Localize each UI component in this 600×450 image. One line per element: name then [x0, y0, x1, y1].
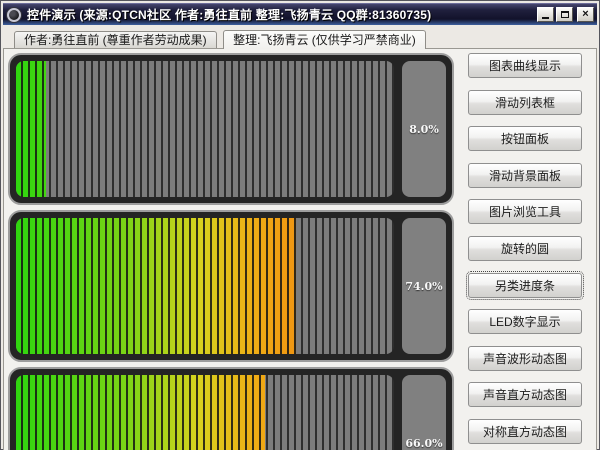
button-led-digits[interactable]: LED数字显示 — [468, 309, 582, 335]
progress-fill — [16, 375, 266, 450]
percent-label: 74.0% — [405, 279, 443, 293]
progress-column: 8.0% 74.0% 66.0% — [8, 53, 454, 450]
demo-button-column: 图表曲线显示 滑动列表框 按钮面板 滑动背景面板 图片浏览工具 旋转的圆 另类进… — [454, 53, 596, 450]
tab-author[interactable]: 作者:勇往直前 (尊重作者劳动成果) — [14, 31, 217, 48]
maximize-icon — [560, 11, 569, 18]
button-button-panel[interactable]: 按钮面板 — [468, 126, 582, 152]
window-controls: × — [537, 7, 594, 22]
tab-organizer[interactable]: 整理:飞扬青云 (仅供学习严禁商业) — [223, 30, 426, 49]
minimize-button[interactable] — [537, 7, 554, 22]
progress-track — [16, 375, 394, 450]
progress-widget-3: 66.0% — [8, 367, 454, 450]
button-rotating-circle[interactable]: 旋转的圆 — [468, 235, 582, 261]
button-alt-progressbar[interactable]: 另类进度条 — [466, 270, 584, 300]
tab-pane: 8.0% 74.0% 66.0% 图表曲线显 — [3, 48, 597, 450]
progress-fill — [16, 61, 47, 197]
button-sound-histogram[interactable]: 声音直方动态图 — [468, 382, 582, 408]
progress-widget-2: 74.0% — [8, 210, 454, 362]
progress-fill — [16, 218, 296, 354]
titlebar: 控件演示 (来源:QTCN社区 作者:勇往直前 整理:飞扬青云 QQ群:8136… — [3, 3, 597, 25]
percent-label: 66.0% — [405, 436, 443, 450]
minimize-icon — [542, 17, 549, 19]
percent-panel: 74.0% — [402, 218, 446, 354]
tab-bar: 作者:勇往直前 (尊重作者劳动成果) 整理:飞扬青云 (仅供学习严禁商业) — [14, 29, 597, 49]
app-gear-icon — [7, 7, 21, 22]
progress-track — [16, 218, 394, 354]
progress-widget-1: 8.0% — [8, 53, 454, 205]
percent-panel: 8.0% — [402, 61, 446, 197]
percent-panel: 66.0% — [402, 375, 446, 450]
button-chart-curve[interactable]: 图表曲线显示 — [468, 53, 582, 78]
window-title: 控件演示 (来源:QTCN社区 作者:勇往直前 整理:飞扬青云 QQ群:8136… — [27, 8, 432, 22]
button-symmetric-histogram[interactable]: 对称直方动态图 — [468, 418, 582, 444]
button-sliding-listbox[interactable]: 滑动列表框 — [468, 89, 582, 115]
close-button[interactable]: × — [577, 7, 594, 22]
button-sound-waveform[interactable]: 声音波形动态图 — [468, 345, 582, 371]
percent-label: 8.0% — [409, 122, 439, 136]
progress-track — [16, 61, 394, 197]
button-image-browser[interactable]: 图片浏览工具 — [468, 199, 582, 225]
maximize-button[interactable] — [556, 7, 573, 22]
button-sliding-bg-panel[interactable]: 滑动背景面板 — [468, 162, 582, 188]
